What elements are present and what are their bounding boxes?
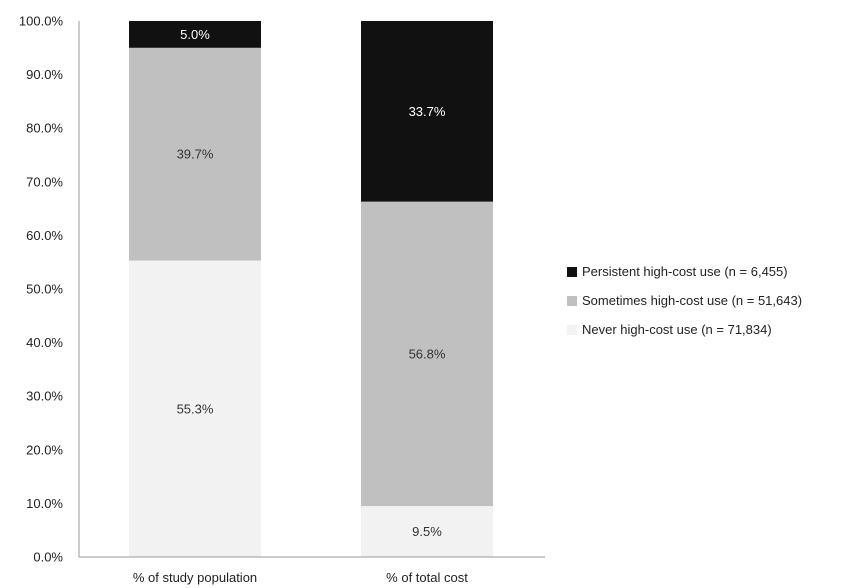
y-tick-label: 40.0%	[26, 335, 63, 350]
legend-swatch-never	[567, 324, 577, 335]
data-label: 5.0%	[180, 27, 210, 42]
legend-swatch-persistent	[567, 266, 577, 277]
legend-item-sometimes: Sometimes high-cost use (n = 51,643)	[567, 291, 802, 310]
y-tick-label: 70.0%	[26, 174, 63, 189]
legend-label-persistent: Persistent high-cost use (n = 6,455)	[582, 264, 788, 279]
legend-label-sometimes: Sometimes high-cost use (n = 51,643)	[582, 293, 803, 308]
x-category-label: % of total cost	[386, 570, 468, 585]
bar-segment-persistent-high-cost-use-2	[361, 21, 493, 202]
data-label: 55.3%	[177, 401, 214, 416]
data-label: 56.8%	[409, 346, 446, 361]
y-axis: 0.0% 10.0% 20.0% 30.0% 40.0% 50.0% 60.0% 70.0% 8…	[19, 14, 80, 565]
bar-segment-never-high-cost-use-2	[361, 506, 493, 557]
x-category-label: % of study population	[133, 570, 257, 585]
legend: Persistent high-cost use (n = 6,455) Som…	[567, 262, 802, 349]
bar-segment-sometimes-high-cost-use-2	[361, 201, 493, 507]
data-label: 33.7%	[409, 104, 446, 119]
legend-item-persistent: Persistent high-cost use (n = 6,455)	[567, 262, 802, 281]
y-tick-label: 20.0%	[26, 442, 63, 457]
y-tick-label: 0.0%	[33, 550, 63, 565]
bar-segment-persistent-high-cost-use-1	[129, 21, 261, 48]
bar-segment-never-high-cost-use-1	[129, 260, 261, 557]
bar-segment-sometimes-high-cost-use-1	[129, 47, 261, 261]
x-axis: % of study population % of total cost	[79, 556, 545, 585]
legend-label-never: Never high-cost use (n = 71,834)	[582, 322, 772, 337]
legend-swatch-sometimes	[567, 295, 577, 306]
data-label: 39.7%	[177, 147, 214, 162]
y-tick-label: 80.0%	[26, 121, 63, 136]
legend-item-never: Never high-cost use (n = 71,834)	[567, 320, 802, 339]
data-label: 9.5%	[412, 524, 442, 539]
y-tick-label: 50.0%	[26, 282, 63, 297]
y-tick-label: 10.0%	[26, 496, 63, 511]
y-tick-label: 60.0%	[26, 228, 63, 243]
y-tick-label: 100.0%	[19, 14, 64, 29]
bars: 55.3% 39.7% 5.0% 9.5% 56.8% 33.7%	[129, 21, 493, 557]
y-tick-label: 30.0%	[26, 389, 63, 404]
y-tick-label: 90.0%	[26, 67, 63, 82]
